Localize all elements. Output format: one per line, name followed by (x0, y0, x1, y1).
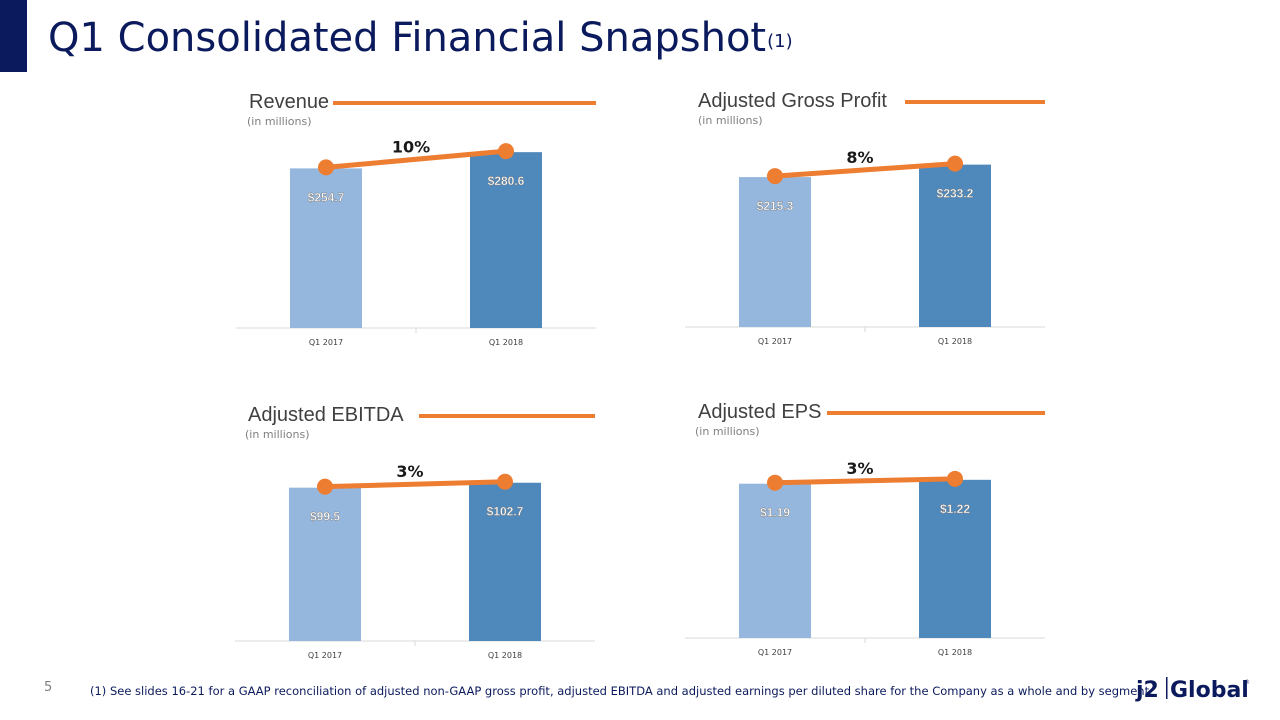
data-label: $254.7 (308, 190, 345, 204)
growth-line (323, 148, 509, 170)
bar-q1-2017 (739, 483, 811, 638)
adjusted-gross-profit-chart: Adjusted Gross Profit (in millions) $215… (685, 89, 1085, 389)
growth-line (322, 479, 508, 490)
title-accent-bar (0, 0, 27, 72)
chart-units: (in millions) (698, 114, 763, 127)
growth-percent-label: 3% (846, 459, 873, 478)
title-footnote-ref: (1) (767, 31, 793, 52)
growth-point (767, 168, 783, 185)
data-label: $215.3 (757, 199, 794, 213)
data-label: $1.22 (940, 502, 970, 516)
logo-j2: j2 (1135, 678, 1159, 703)
adjusted-eps-chart: Adjusted EPS (in millions) $1.19 Q1 2017 $… (685, 400, 1085, 700)
bar-q1-2017 (739, 177, 811, 327)
growth-line (772, 161, 958, 179)
bar-q1-2017 (290, 168, 362, 328)
chart-svg: $99.5 Q1 2017 $102.7 Q1 2018 3% (235, 414, 595, 660)
bar-q1-2018 (919, 479, 991, 638)
chart-title: Adjusted Gross Profit (698, 90, 887, 112)
page-title-text: Q1 Consolidated Financial Snapshot (48, 15, 767, 61)
growth-percent-label: 8% (846, 148, 873, 167)
bar-q1-2018 (470, 152, 542, 328)
growth-point (497, 473, 513, 490)
bar-q1-2018 (469, 482, 541, 641)
category-label: Q1 2017 (758, 648, 792, 657)
bar-q1-2018 (919, 164, 991, 327)
chart-units: (in millions) (695, 425, 760, 438)
category-label: Q1 2018 (938, 337, 972, 346)
category-label: Q1 2017 (308, 651, 342, 660)
adjusted-ebitda-chart: Adjusted EBITDA (in millions) $99.5 Q1 20… (235, 403, 635, 703)
category-label: Q1 2018 (488, 651, 522, 660)
chart-svg: $254.7 Q1 2017 $280.6 Q1 2018 10% (236, 101, 596, 347)
category-label: Q1 2017 (758, 337, 792, 346)
growth-point (318, 159, 334, 176)
growth-point (947, 470, 963, 487)
revenue-chart: Revenue (in millions) $254.7 Q1 2017 $280.… (236, 90, 636, 390)
page-title: Q1 Consolidated Financial Snapshot(1) (48, 10, 793, 66)
logo-global: Global (1170, 678, 1249, 703)
chart-units: (in millions) (245, 428, 310, 441)
chart-title: Adjusted EPS (698, 401, 822, 423)
bar-q1-2017 (289, 487, 361, 641)
category-label: Q1 2017 (309, 338, 343, 347)
growth-percent-label: 3% (396, 462, 423, 481)
chart-title: Adjusted EBITDA (248, 404, 404, 426)
chart-units: (in millions) (247, 115, 312, 128)
logo-divider (1166, 677, 1168, 699)
j2-global-logo: j2 Global ® (1135, 677, 1250, 703)
growth-point (317, 478, 333, 495)
growth-point (947, 155, 963, 172)
growth-point (767, 474, 783, 491)
data-label: $1.19 (760, 506, 790, 520)
growth-line (772, 476, 958, 486)
growth-point (498, 143, 514, 160)
growth-percent-label: 10% (392, 137, 430, 156)
chart-svg: $1.19 Q1 2017 $1.22 Q1 2018 3% (685, 411, 1045, 657)
data-label: $99.5 (310, 510, 340, 524)
page-number: 5 (44, 680, 53, 695)
data-label: $280.6 (488, 174, 525, 188)
data-label: $102.7 (487, 505, 524, 519)
category-label: Q1 2018 (489, 338, 523, 347)
category-label: Q1 2018 (938, 648, 972, 657)
logo-registered-mark: ® (1244, 679, 1250, 686)
data-label: $233.2 (937, 187, 974, 201)
chart-svg: $215.3 Q1 2017 $233.2 Q1 2018 8% (685, 100, 1045, 346)
chart-title: Revenue (249, 91, 330, 113)
footnote: (1) See slides 16-21 for a GAAP reconcil… (90, 684, 1153, 698)
